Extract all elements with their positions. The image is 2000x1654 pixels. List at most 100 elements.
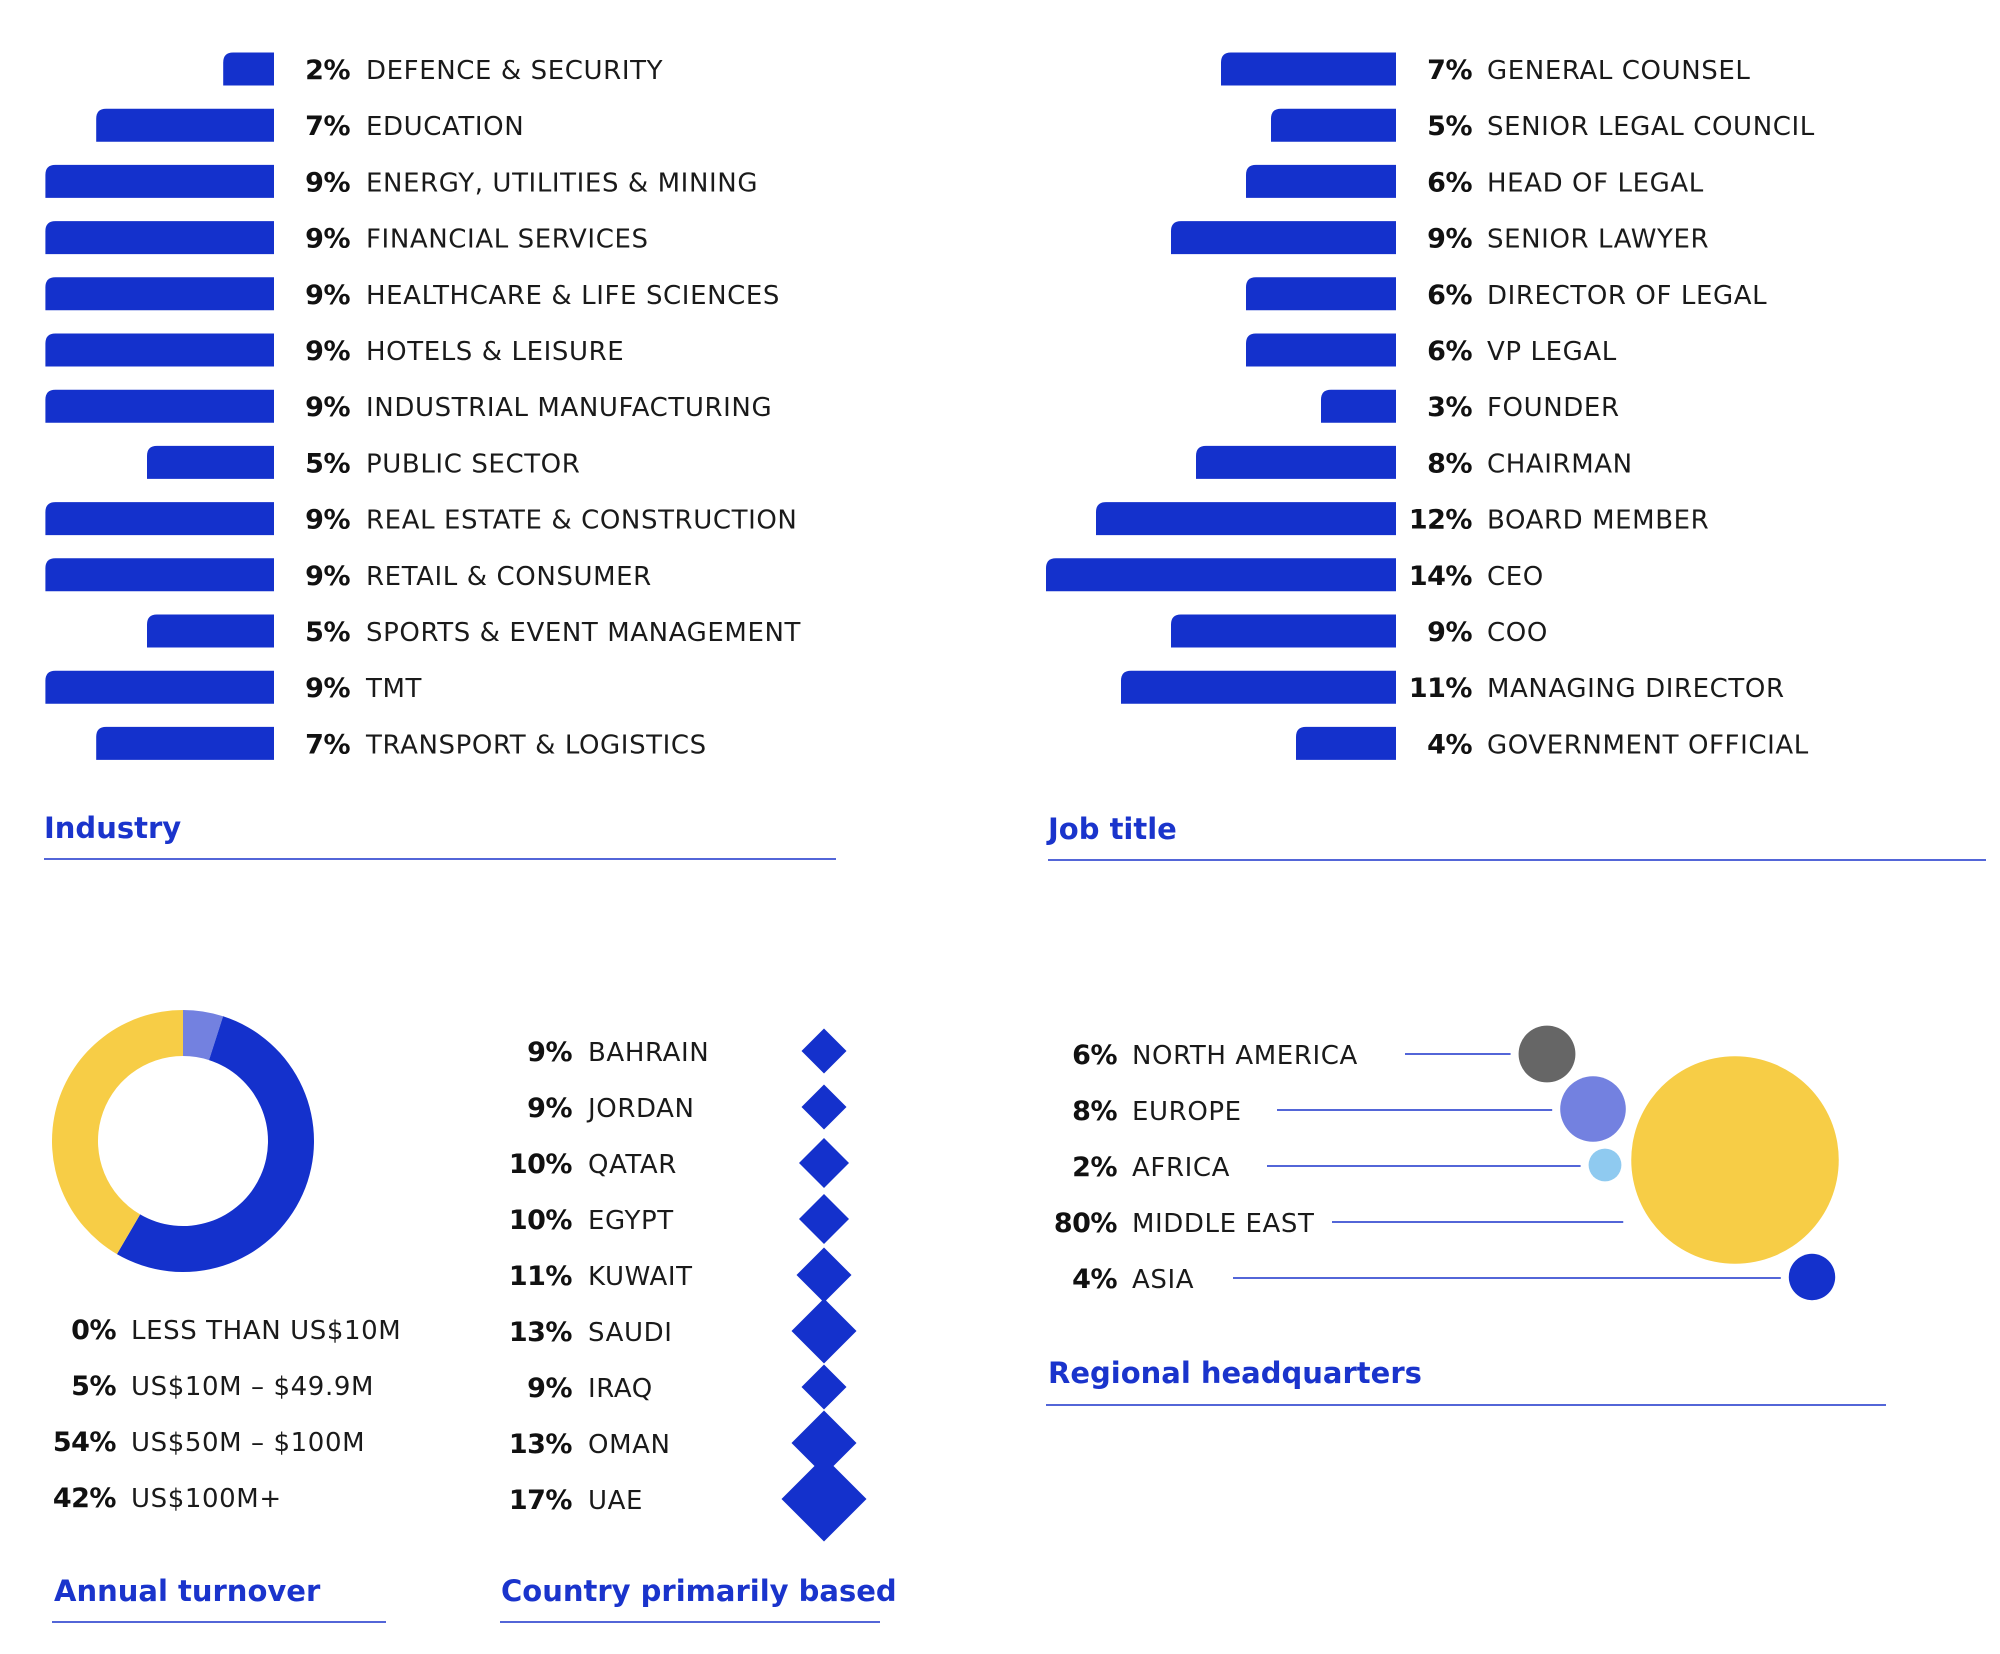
- region-bubble-4: [1788, 1253, 1836, 1301]
- country-category-label-1: JORDAN: [586, 1094, 695, 1124]
- annual-turnover-title: Annual turnover: [54, 1574, 321, 1608]
- job_title-bar-11: [1121, 670, 1396, 704]
- country-diamond-2: [799, 1138, 849, 1188]
- industry-category-label-12: TRANSPORT & LOGISTICS: [365, 730, 707, 760]
- region-value-label-1: 8%: [1072, 1096, 1117, 1127]
- country-diamond-5: [791, 1298, 857, 1364]
- industry-bar-10: [147, 614, 274, 648]
- industry-value-label-12: 7%: [305, 729, 350, 760]
- industry-bar-12: [96, 726, 274, 760]
- industry-category-label-9: RETAIL & CONSUMER: [366, 562, 652, 592]
- region-category-label-1: EUROPE: [1132, 1097, 1242, 1127]
- industry-category-label-3: FINANCIAL SERVICES: [366, 225, 649, 255]
- industry-bar-8: [45, 502, 275, 536]
- job_title-value-label-1: 5%: [1427, 111, 1472, 142]
- turnover-category-label-2: US$50M – $100M: [131, 1428, 365, 1458]
- industry-category-label-5: HOTELS & LEISURE: [366, 337, 624, 367]
- job_title-bar-1: [1271, 108, 1396, 142]
- region-category-label-3: MIDDLE EAST: [1132, 1209, 1315, 1239]
- country-value-label-1: 9%: [527, 1093, 572, 1124]
- job_title-bar-0: [1221, 52, 1396, 86]
- industry-bar-2: [45, 164, 275, 198]
- job_title-bar-3: [1171, 221, 1396, 255]
- job_title-bar-2: [1246, 164, 1396, 198]
- industry-category-label-4: HEALTHCARE & LIFE SCIENCES: [366, 281, 780, 311]
- region-value-label-0: 6%: [1072, 1040, 1117, 1071]
- industry-value-label-11: 9%: [305, 673, 350, 704]
- regional-headquarters-title: Regional headquarters: [1048, 1356, 1422, 1390]
- industry-bar-7: [147, 445, 274, 479]
- turnover-value-label-3: 42%: [53, 1483, 117, 1514]
- country-category-label-5: SAUDI: [588, 1318, 673, 1348]
- job_title-bar-4: [1246, 277, 1396, 311]
- country-diamond-4: [796, 1247, 852, 1303]
- country-diamond-3: [799, 1194, 849, 1244]
- annual-turnover-chart: 0% LESS THAN US$10M 5% US$10M – $49.9M 54% US…: [52, 1010, 401, 1623]
- industry-value-label-10: 5%: [305, 617, 350, 648]
- turnover-value-label-2: 54%: [53, 1427, 117, 1458]
- industry-bar-11: [45, 670, 275, 704]
- country-diamond-7: [791, 1410, 857, 1476]
- country-diamond-1: [801, 1084, 847, 1130]
- country-category-label-7: OMAN: [588, 1430, 671, 1460]
- job_title-bar-5: [1246, 333, 1396, 367]
- industry-category-label-1: EDUCATION: [366, 112, 524, 142]
- country-value-label-5: 13%: [509, 1317, 573, 1348]
- country-value-label-7: 13%: [509, 1429, 573, 1460]
- industry-title: Industry: [44, 811, 181, 845]
- industry-category-label-8: REAL ESTATE & CONSTRUCTION: [366, 506, 797, 536]
- job_title-category-label-11: MANAGING DIRECTOR: [1487, 674, 1785, 704]
- industry-bar-9: [45, 558, 275, 592]
- industry-value-label-7: 5%: [305, 448, 350, 479]
- country-title: Country primarily based: [501, 1574, 897, 1608]
- industry-category-label-6: INDUSTRIAL MANUFACTURING: [366, 393, 772, 423]
- job-title-chart: 7% GENERAL COUNSEL 5% SENIOR LEGAL COUNCIL 6…: [1046, 52, 1986, 861]
- job_title-category-label-2: HEAD OF LEGAL: [1487, 168, 1704, 198]
- country-value-label-3: 10%: [509, 1205, 573, 1236]
- country-value-label-6: 9%: [527, 1373, 572, 1404]
- industry-value-label-5: 9%: [305, 336, 350, 367]
- job_title-value-label-11: 11%: [1409, 673, 1473, 704]
- job_title-value-label-2: 6%: [1427, 167, 1472, 198]
- job_title-bar-12: [1296, 726, 1396, 760]
- country-value-label-4: 11%: [509, 1261, 573, 1292]
- industry-bar-0: [223, 52, 274, 86]
- region-bubble-1: [1560, 1076, 1626, 1142]
- turnover-slice-3: [52, 1010, 183, 1255]
- industry-bar-4: [45, 277, 275, 311]
- job_title-title: Job title: [1046, 812, 1177, 846]
- job_title-category-label-8: BOARD MEMBER: [1487, 506, 1709, 536]
- job_title-value-label-7: 8%: [1427, 448, 1472, 479]
- country-value-label-0: 9%: [527, 1037, 572, 1068]
- job_title-bar-8: [1096, 502, 1396, 536]
- job_title-value-label-6: 3%: [1427, 392, 1472, 423]
- job_title-category-label-10: COO: [1487, 618, 1548, 648]
- industry-bar-1: [96, 108, 274, 142]
- industry-value-label-3: 9%: [305, 224, 350, 255]
- country-value-label-8: 17%: [509, 1485, 573, 1516]
- industry-bar-3: [45, 221, 275, 255]
- region-bubble-0: [1518, 1025, 1576, 1083]
- industry-category-label-11: TMT: [365, 674, 422, 704]
- country-category-label-0: BAHRAIN: [588, 1038, 709, 1068]
- industry-value-label-0: 2%: [305, 55, 350, 86]
- job_title-bar-6: [1321, 389, 1396, 423]
- industry-category-label-7: PUBLIC SECTOR: [366, 449, 580, 479]
- industry-category-label-0: DEFENCE & SECURITY: [366, 56, 663, 86]
- job_title-value-label-0: 7%: [1427, 55, 1472, 86]
- industry-value-label-2: 9%: [305, 167, 350, 198]
- job_title-category-label-4: DIRECTOR OF LEGAL: [1487, 281, 1767, 311]
- job_title-bar-10: [1171, 614, 1396, 648]
- country-chart: 9% BAHRAIN 9% JORDAN 10% QATAR 10% EGYPT 11% KUWA…: [500, 1028, 897, 1623]
- job_title-bar-7: [1196, 445, 1396, 479]
- region-value-label-4: 4%: [1072, 1264, 1117, 1295]
- industry-chart: 2% DEFENCE & SECURITY 7% EDUCATION 9% ENERGY,…: [44, 52, 836, 860]
- region-category-label-2: AFRICA: [1132, 1153, 1230, 1183]
- country-category-label-8: UAE: [588, 1486, 643, 1516]
- turnover-value-label-1: 5%: [71, 1371, 116, 1402]
- job_title-category-label-9: CEO: [1487, 562, 1544, 592]
- job_title-bar-9: [1046, 558, 1396, 592]
- job_title-category-label-1: SENIOR LEGAL COUNCIL: [1487, 112, 1815, 142]
- turnover-slice-1: [183, 1010, 224, 1061]
